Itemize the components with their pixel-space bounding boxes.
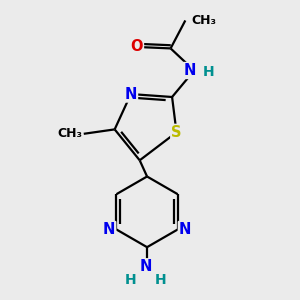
- Text: N: N: [103, 222, 115, 237]
- Text: H: H: [125, 273, 137, 286]
- Text: N: N: [125, 87, 137, 102]
- Text: O: O: [130, 39, 143, 54]
- Text: CH₃: CH₃: [57, 127, 82, 140]
- Text: N: N: [184, 63, 196, 78]
- Text: S: S: [171, 125, 182, 140]
- Text: N: N: [140, 259, 152, 274]
- Text: H: H: [202, 65, 214, 79]
- Text: H: H: [154, 273, 166, 286]
- Text: CH₃: CH₃: [191, 14, 216, 27]
- Text: N: N: [179, 222, 191, 237]
